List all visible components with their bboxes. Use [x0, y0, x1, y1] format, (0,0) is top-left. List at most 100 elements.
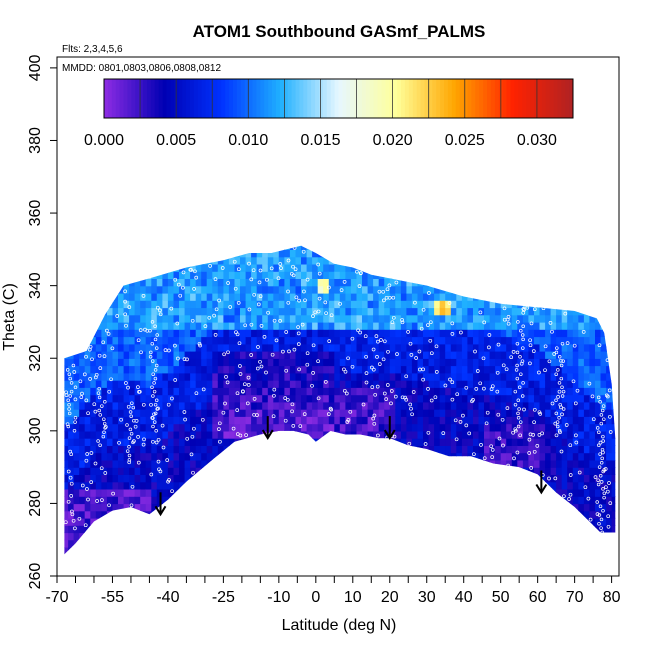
heatmap-cell	[511, 532, 518, 541]
heatmap-cell	[162, 245, 169, 250]
heatmap-cell	[595, 380, 602, 388]
heatmap-cell	[145, 438, 152, 446]
heatmap-cell	[506, 343, 513, 352]
heatmap-cell	[190, 510, 197, 519]
heatmap-cell	[245, 517, 252, 526]
heatmap-cell	[534, 532, 541, 541]
heatmap-cell	[57, 532, 63, 540]
heatmap-cell	[350, 467, 357, 475]
heatmap-cell	[539, 358, 546, 367]
heatmap-cell	[395, 539, 402, 548]
heatmap-cell	[256, 532, 263, 541]
heatmap-cell	[223, 285, 230, 294]
heatmap-cell	[423, 235, 429, 243]
heatmap-cell	[217, 256, 224, 265]
heatmap-cell	[123, 245, 130, 250]
heatmap-cell	[223, 423, 230, 432]
heatmap-cell	[434, 271, 441, 279]
heatmap-cell	[572, 510, 579, 519]
heatmap-cell	[273, 263, 280, 272]
heatmap-cell	[234, 416, 241, 425]
heatmap-cell	[234, 423, 241, 432]
heatmap-cell	[495, 547, 502, 555]
heatmap-cell	[456, 307, 463, 316]
heatmap-cell	[583, 547, 590, 555]
heatmap-cell	[228, 387, 235, 396]
heatmap-cell	[323, 452, 330, 461]
heatmap-cell	[384, 278, 391, 287]
heatmap-cell	[112, 547, 119, 555]
heatmap-cell	[467, 394, 474, 403]
heatmap-cell	[206, 351, 213, 359]
heatmap-cell	[267, 336, 274, 345]
heatmap-cell	[473, 452, 480, 461]
heatmap-cell	[351, 562, 357, 570]
heatmap-cell	[511, 510, 518, 519]
heatmap-cell	[450, 474, 457, 483]
heatmap-cell	[228, 358, 235, 367]
heatmap-cell	[184, 365, 191, 374]
heatmap-cell	[423, 496, 430, 505]
heatmap-cell	[428, 321, 435, 330]
heatmap-cell	[550, 321, 557, 330]
heatmap-cell	[578, 467, 585, 475]
heatmap-cell	[345, 300, 352, 309]
heatmap-cell	[428, 314, 435, 323]
heatmap-cell	[456, 445, 463, 454]
heatmap-cell	[484, 474, 491, 483]
heatmap-cell	[395, 380, 402, 388]
heatmap-cell	[500, 256, 507, 265]
heatmap-cell	[583, 307, 590, 316]
heatmap-cell	[84, 503, 91, 512]
heatmap-cell	[278, 336, 285, 345]
heatmap-cell	[401, 235, 407, 243]
heatmap-cell	[195, 438, 202, 446]
heatmap-cell	[611, 430, 616, 439]
heatmap-cell	[256, 517, 263, 526]
heatmap-cell	[362, 314, 369, 323]
heatmap-cell	[334, 488, 341, 497]
heatmap-cell	[495, 401, 502, 410]
heatmap-cell	[423, 467, 430, 475]
heatmap-cell	[289, 539, 296, 548]
heatmap-cell	[246, 228, 252, 236]
heatmap-cell	[245, 387, 252, 396]
heatmap-cell	[390, 235, 396, 243]
heatmap-cell	[317, 481, 324, 490]
heatmap-cell	[473, 554, 480, 555]
heatmap-cell	[606, 307, 613, 316]
heatmap-cell	[323, 416, 330, 425]
heatmap-cell	[245, 336, 252, 345]
heatmap-cell	[428, 394, 435, 403]
heatmap-cell	[190, 235, 196, 243]
heatmap-cell	[68, 547, 75, 555]
heatmap-cell	[267, 481, 274, 490]
heatmap-cell	[262, 562, 268, 570]
heatmap-cell	[140, 554, 147, 555]
heatmap-cell	[228, 245, 235, 250]
heatmap-cell	[118, 278, 125, 287]
heatmap-cell	[123, 285, 130, 294]
heatmap-cell	[179, 401, 186, 410]
heatmap-cell	[556, 387, 563, 396]
heatmap-cell	[201, 329, 208, 338]
heatmap-cell	[234, 547, 241, 555]
heatmap-cell	[517, 474, 524, 483]
heatmap-cell	[273, 336, 280, 345]
heatmap-cell	[373, 380, 380, 388]
heatmap-cell	[167, 292, 174, 301]
heatmap-cell	[68, 394, 75, 403]
heatmap-cell	[184, 307, 191, 316]
heatmap-cell	[79, 278, 86, 287]
heatmap-cell	[206, 539, 213, 548]
heatmap-cell	[417, 459, 424, 468]
heatmap-cell	[284, 539, 291, 548]
heatmap-cell	[284, 496, 291, 505]
heatmap-cell	[206, 503, 213, 512]
sample-point	[252, 292, 257, 297]
heatmap-cell	[201, 459, 208, 468]
heatmap-cell	[456, 380, 463, 388]
sample-point	[571, 379, 576, 384]
heatmap-cell	[540, 562, 546, 570]
heatmap-cell	[312, 394, 319, 403]
